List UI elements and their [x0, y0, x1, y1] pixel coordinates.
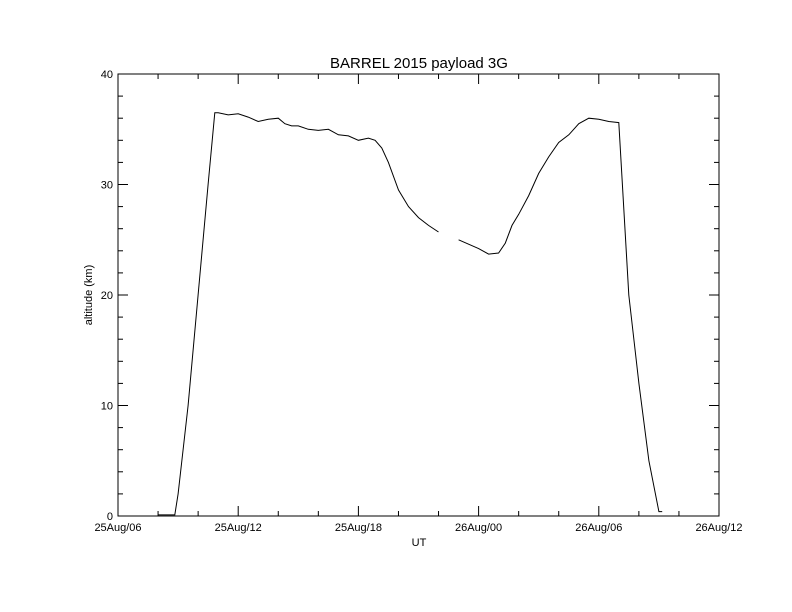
y-tick-label: 0: [107, 511, 113, 523]
y-axis-label: altitude (km): [83, 265, 95, 326]
x-tick-label: 26Aug/06: [575, 522, 622, 534]
x-tick-label: 26Aug/00: [455, 522, 502, 534]
x-tick-label: 25Aug/12: [215, 522, 262, 534]
chart-title: BARREL 2015 payload 3G: [330, 55, 508, 72]
series-line: [158, 112, 663, 516]
y-tick-label: 30: [101, 180, 113, 192]
y-tick-label: 10: [101, 401, 113, 413]
x-tick-label: 25Aug/18: [335, 522, 382, 534]
x-axis-label: UT: [412, 537, 427, 549]
x-tick-label: 25Aug/06: [94, 522, 141, 534]
y-tick-label: 40: [101, 69, 113, 81]
series-altitude: [158, 112, 663, 516]
y-axis: 0 10 20 30 40: [101, 69, 719, 523]
y-tick-label: 20: [101, 290, 113, 302]
x-axis: 25Aug/06 25Aug/12 25Aug/18 26Aug/00 26Aug/06…: [94, 74, 743, 534]
x-tick-label: 26Aug/12: [695, 522, 742, 534]
